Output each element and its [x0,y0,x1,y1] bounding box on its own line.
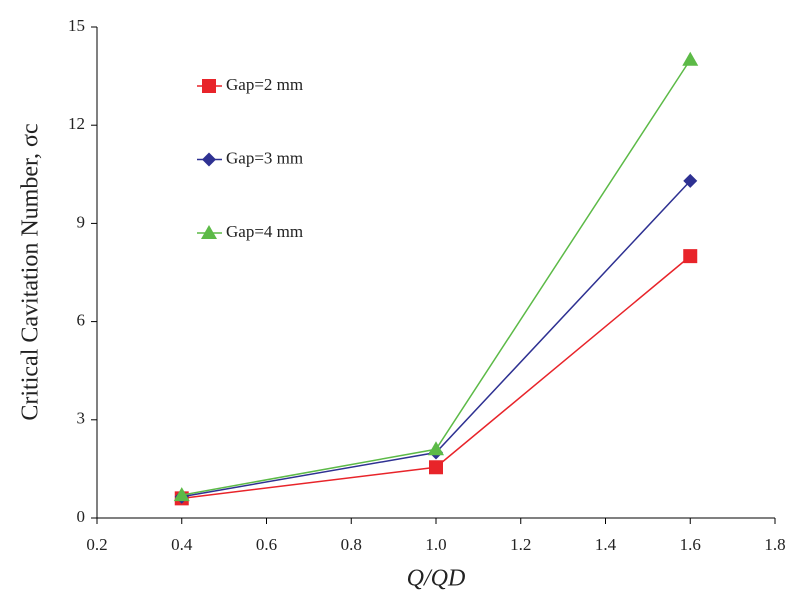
marker [202,152,216,167]
marker [682,51,699,66]
x-axis-title: Q/QD [407,566,466,592]
x-tick-label: 1.2 [510,535,531,554]
marker [429,460,443,475]
x-tick-label: 1.0 [425,535,446,554]
y-tick-label: 0 [77,507,86,526]
legend-label: Gap=2 mm [226,75,303,94]
y-tick-label: 6 [77,311,86,330]
x-tick-label: 0.4 [171,535,193,554]
y-tick-label: 3 [77,409,86,428]
legend-label: Gap=3 mm [226,148,303,167]
y-tick-label: 9 [77,212,86,231]
series-line [181,59,691,496]
marker [428,441,444,456]
marker [201,225,217,239]
marker [173,487,190,502]
marker [202,79,216,93]
x-tick-label: 1.4 [595,535,617,554]
x-tick-label: 0.8 [341,535,362,554]
x-tick-label: 1.8 [764,535,785,554]
y-axis-title: Critical Cavitation Number, σc [18,123,44,420]
marker [683,173,698,188]
legend-label: Gap=4 mm [226,222,303,241]
y-tick-label: 15 [68,16,85,35]
x-tick-label: 0.6 [256,535,277,554]
x-tick-label: 0.2 [86,535,107,554]
marker [683,249,698,264]
x-tick-label: 1.6 [680,535,701,554]
y-tick-label: 12 [68,114,85,133]
